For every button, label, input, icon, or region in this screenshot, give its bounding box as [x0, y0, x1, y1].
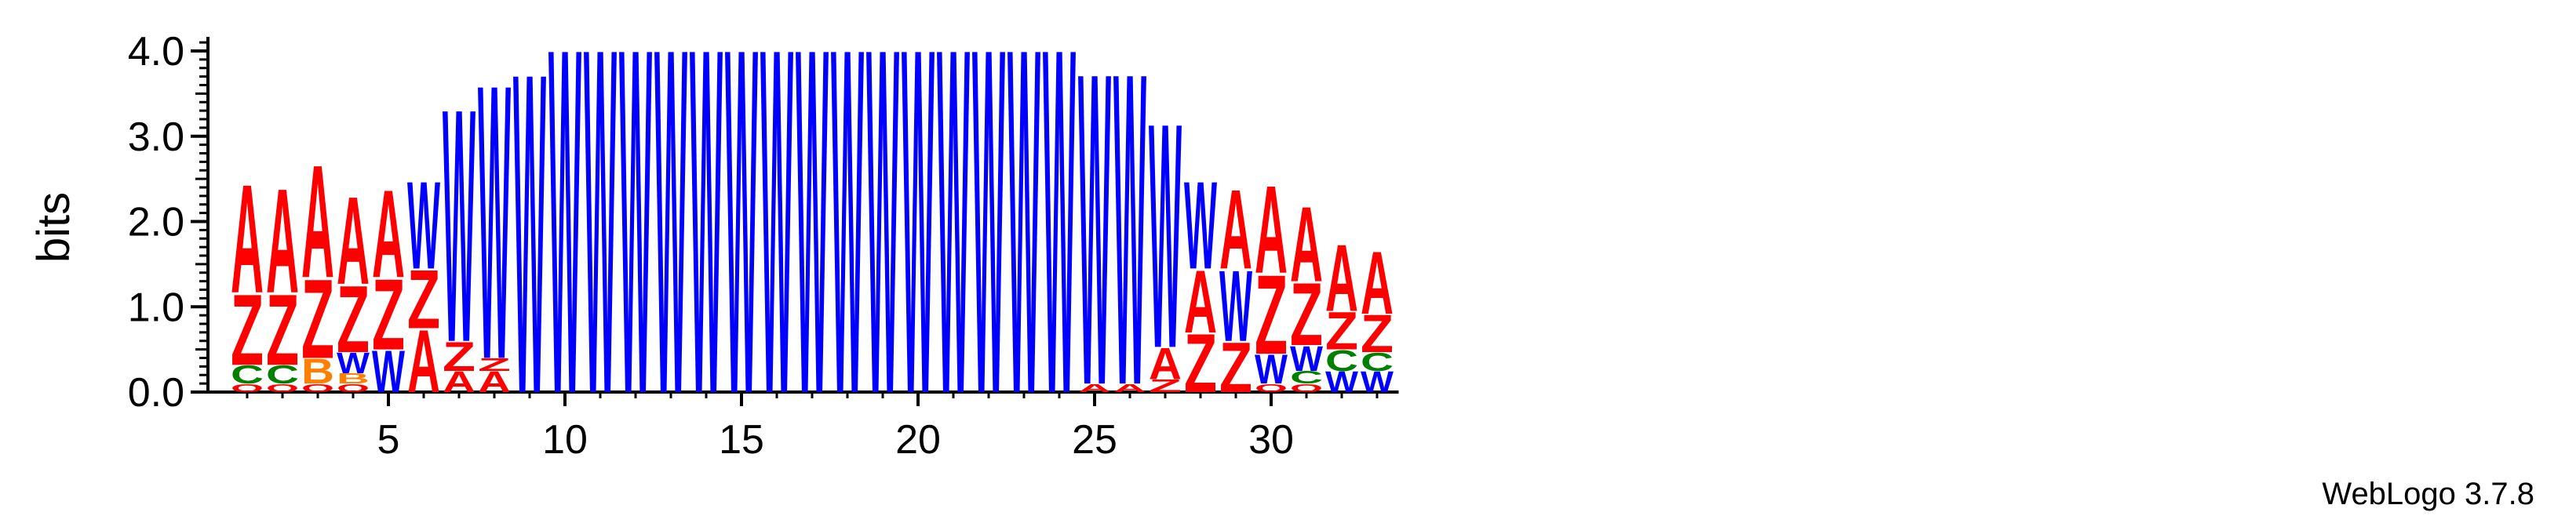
logo-glyph-a: A: [407, 312, 440, 412]
x-tick-label: 25: [1072, 417, 1117, 463]
logo-glyph-z: Z: [337, 266, 370, 372]
y-tick-label: 1.0: [128, 285, 184, 330]
logo-glyph-w: W: [1007, 0, 1040, 497]
x-axis: 5 10 15 20 25 30: [208, 390, 1399, 463]
logo-glyph-z: Z: [372, 257, 405, 371]
logo-glyph-w: W: [972, 0, 1005, 497]
logo-glyph-w: W: [1078, 0, 1111, 478]
logo-glyph-w: W: [1219, 251, 1252, 363]
logo-glyph-a: A: [337, 171, 370, 311]
logo-glyph-a: A: [1113, 382, 1146, 395]
logo-glyph-w: W: [760, 0, 793, 497]
logo-glyph-w: W: [1325, 365, 1358, 398]
y-axis: 0.0 1.0 2.0 3.0 4.0: [128, 29, 210, 416]
logo-glyph-c: C: [266, 361, 299, 390]
logo-glyph-w: W: [372, 340, 405, 405]
logo-glyph-a: A: [1325, 226, 1358, 332]
weblogo-credit: WebLogo 3.7.8: [2322, 477, 2534, 511]
logo-glyph-z: Z: [1255, 252, 1288, 378]
logo-glyph-z: Z: [1184, 317, 1217, 410]
logo-glyph-w: W: [1149, 56, 1182, 415]
logo-glyph-a: A: [1184, 252, 1217, 352]
logo-glyph-w: W: [866, 0, 899, 497]
logo-glyph-o: O: [301, 382, 334, 395]
logo-glyph-b: B: [337, 371, 370, 387]
logo-glyph-w: W: [654, 0, 687, 497]
logo-glyph-w: W: [337, 347, 370, 380]
x-tick-label: 20: [895, 417, 941, 463]
logo-glyph-w: W: [725, 0, 758, 497]
logo-glyph-a: A: [1290, 185, 1323, 304]
y-tick-label: 4.0: [128, 29, 184, 74]
logo-glyph-w: W: [548, 0, 581, 497]
logo-glyph-z: Z: [301, 256, 334, 382]
logo-glyph-o: O: [231, 382, 264, 395]
logo-glyph-w: W: [1043, 0, 1076, 497]
logo-glyph-w: W: [1361, 365, 1394, 398]
logo-glyph-b: B: [301, 352, 334, 392]
logo-glyph-w: W: [1184, 155, 1217, 295]
x-tick-label: 10: [542, 417, 588, 463]
logo-glyph-z: Z: [1219, 329, 1252, 409]
logo-glyph-w: W: [796, 0, 829, 497]
logo-glyph-w: W: [584, 0, 617, 497]
logo-glyph-a: A: [266, 158, 299, 324]
x-tick-label: 30: [1248, 417, 1294, 463]
logo-glyph-w: W: [1113, 0, 1146, 478]
logo-glyph-a: A: [1149, 340, 1182, 390]
logo-glyph-w: W: [619, 0, 652, 497]
logo-glyph-c: C: [231, 361, 264, 390]
logo-glyph-a: A: [1219, 166, 1252, 292]
logo-glyph-c: C: [1290, 368, 1323, 387]
logo-glyph-w: W: [831, 0, 864, 497]
logo-glyph-a: A: [372, 165, 405, 304]
y-axis-title: bits: [28, 192, 79, 263]
logo-glyph-c: C: [1361, 347, 1394, 376]
logo-glyph-a: A: [1078, 382, 1111, 395]
logo-glyph-w: W: [1255, 347, 1288, 393]
logo-glyph-z: Z: [1290, 264, 1323, 364]
logo-glyph-o: O: [1255, 382, 1288, 395]
logo-glyph-o: O: [266, 382, 299, 395]
logo-glyph-z: Z: [1361, 303, 1394, 364]
logo-glyph-z: Z: [266, 273, 299, 387]
logo-glyph-a: A: [231, 152, 264, 325]
logo-glyph-w: W: [690, 0, 723, 497]
logo-glyph-w: W: [513, 0, 546, 489]
logo-glyph-z: Z: [231, 273, 264, 387]
logo-glyph-z: Z: [443, 333, 475, 380]
logo-glyph-a: A: [443, 366, 475, 399]
logo-glyph-a: A: [1361, 234, 1394, 333]
logo-glyph-w: W: [443, 40, 475, 412]
logo-glyph-z: Z: [1325, 301, 1358, 361]
logo-glyph-z: Z: [478, 354, 511, 374]
logo-glyph-w: W: [407, 155, 440, 295]
logo-glyph-a: A: [1255, 160, 1288, 300]
y-tick-label: 3.0: [128, 114, 184, 160]
logo-glyph-o: O: [1290, 382, 1323, 395]
logo-glyph-w: W: [937, 0, 970, 497]
logo-glyph-z: Z: [407, 252, 440, 346]
logo-glyph-w: W: [1290, 338, 1323, 379]
x-tick-label: 15: [719, 417, 764, 463]
logo-glyph-o: O: [337, 382, 370, 395]
y-tick-label: 2.0: [128, 200, 184, 245]
y-tick-label: 0.0: [128, 370, 184, 416]
x-tick-label: 5: [377, 417, 400, 463]
logo-glyph-c: C: [1325, 345, 1358, 378]
logo-glyph-w: W: [478, 3, 511, 441]
logo-glyph-w: W: [902, 0, 935, 497]
logo-glyph-a: A: [478, 366, 511, 399]
logo-glyph-z: Z: [1149, 376, 1182, 396]
logo-glyph-a: A: [301, 132, 334, 311]
